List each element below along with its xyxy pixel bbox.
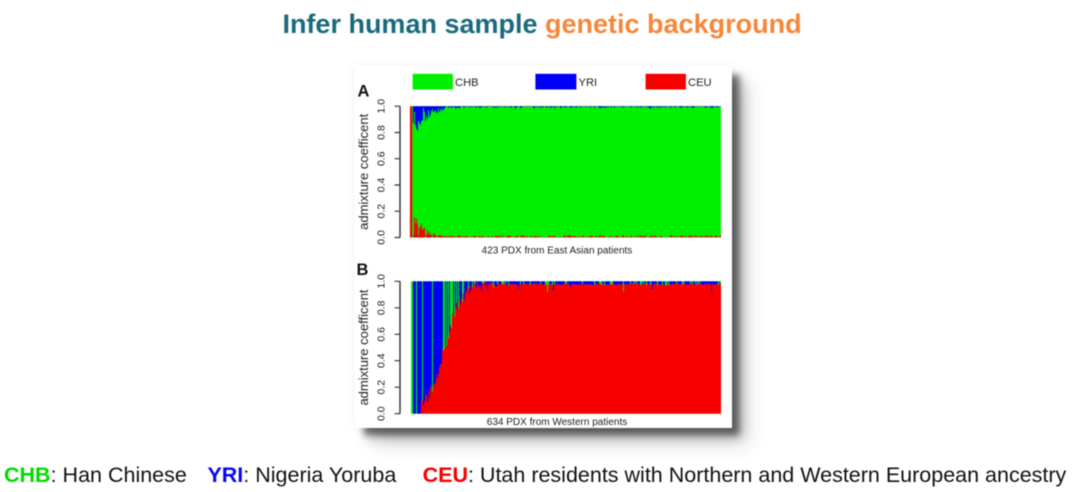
svg-text:CHB: CHB (455, 77, 479, 89)
svg-text:634 PDX from Western patients: 634 PDX from Western patients (487, 417, 627, 428)
svg-text:1.0: 1.0 (376, 99, 388, 114)
svg-text:423 PDX from East Asian patien: 423 PDX from East Asian patients (482, 245, 633, 256)
svg-text:0.6: 0.6 (376, 327, 388, 342)
svg-text:0.4: 0.4 (376, 178, 388, 193)
svg-text:B: B (357, 261, 369, 279)
svg-text:admixture coefficent: admixture coefficent (356, 113, 371, 229)
svg-text:0.8: 0.8 (376, 125, 388, 140)
svg-text:YRI: YRI (579, 77, 598, 89)
svg-text:0.0: 0.0 (376, 230, 388, 245)
svg-text:A: A (358, 83, 370, 101)
svg-text:0.4: 0.4 (376, 353, 388, 368)
svg-text:admixture coefficent: admixture coefficent (356, 289, 371, 405)
svg-text:0.2: 0.2 (376, 204, 388, 219)
svg-text:CEU: CEU (688, 77, 712, 89)
svg-text:0.0: 0.0 (376, 406, 388, 421)
svg-text:0.6: 0.6 (376, 151, 388, 166)
svg-text:0.8: 0.8 (376, 300, 388, 315)
svg-text:0.2: 0.2 (376, 380, 388, 395)
svg-text:1.0: 1.0 (376, 274, 388, 289)
